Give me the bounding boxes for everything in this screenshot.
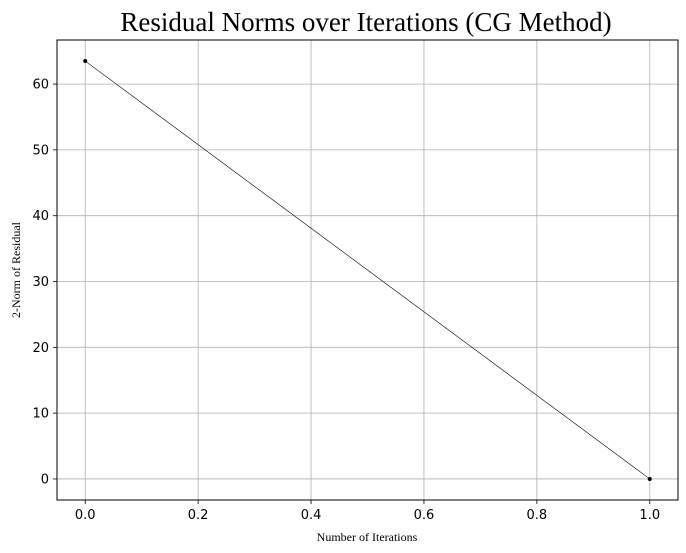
chart-title: Residual Norms over Iterations (CG Metho… — [120, 7, 611, 37]
tick-labels: 0.0 0.2 0.4 0.6 0.8 1.0 0 10 20 30 40 50 60 — [32, 78, 660, 523]
x-tick-label: 0.8 — [527, 508, 548, 523]
x-axis-label: Number of Iterations — [317, 530, 418, 544]
grid-lines — [57, 40, 678, 500]
y-axis-label: 2-Norm of Residual — [9, 221, 23, 318]
x-tick-label: 1.0 — [639, 508, 660, 523]
series-line — [85, 60, 650, 480]
y-tick-label: 60 — [32, 78, 49, 93]
x-tick-label: 0.6 — [414, 508, 435, 523]
y-tick-label: 50 — [32, 143, 49, 158]
y-tick-label: 40 — [32, 209, 49, 224]
tick-marks — [53, 83, 651, 504]
y-tick-label: 0 — [41, 472, 49, 487]
y-tick-label: 20 — [32, 341, 49, 356]
data-point — [83, 59, 88, 64]
y-tick-label: 30 — [32, 275, 49, 290]
plot-frame — [56, 39, 679, 501]
x-tick-label: 0.0 — [75, 508, 96, 523]
data-point — [647, 476, 652, 481]
x-tick-label: 0.2 — [188, 508, 209, 523]
series-layer — [83, 59, 652, 481]
y-tick-label: 10 — [32, 407, 49, 422]
x-tick-label: 0.4 — [301, 508, 322, 523]
